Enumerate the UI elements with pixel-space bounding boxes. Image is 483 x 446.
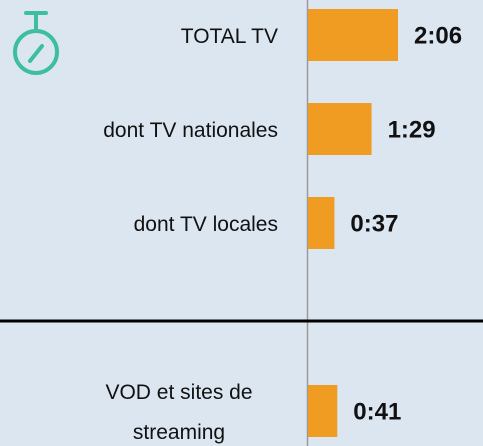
category-label: dont TV nationales bbox=[103, 119, 278, 142]
value-label: 2:06 bbox=[414, 22, 462, 49]
bar bbox=[308, 9, 398, 61]
stopwatch-icon bbox=[13, 11, 59, 75]
value-label: 0:41 bbox=[353, 398, 401, 425]
bar bbox=[308, 103, 372, 155]
bar bbox=[308, 197, 335, 249]
value-label: 0:37 bbox=[350, 210, 398, 237]
category-label: VOD et sites de streaming bbox=[105, 381, 253, 444]
category-label: dont TV locales bbox=[133, 213, 278, 236]
bar bbox=[308, 385, 338, 437]
value-label: 1:29 bbox=[388, 116, 436, 143]
category-label: TOTAL TV bbox=[180, 25, 278, 48]
